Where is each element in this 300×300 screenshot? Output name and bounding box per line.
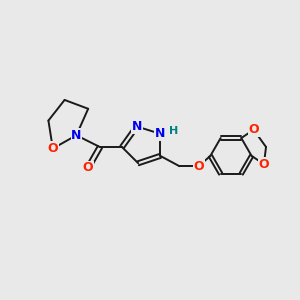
Text: O: O [83, 161, 94, 174]
Text: H: H [169, 126, 178, 136]
Text: O: O [259, 158, 269, 171]
Text: N: N [155, 127, 166, 140]
Text: O: O [193, 160, 204, 173]
Text: N: N [132, 120, 142, 133]
Text: O: O [248, 123, 259, 136]
Text: N: N [71, 129, 82, 142]
Text: O: O [47, 142, 58, 155]
